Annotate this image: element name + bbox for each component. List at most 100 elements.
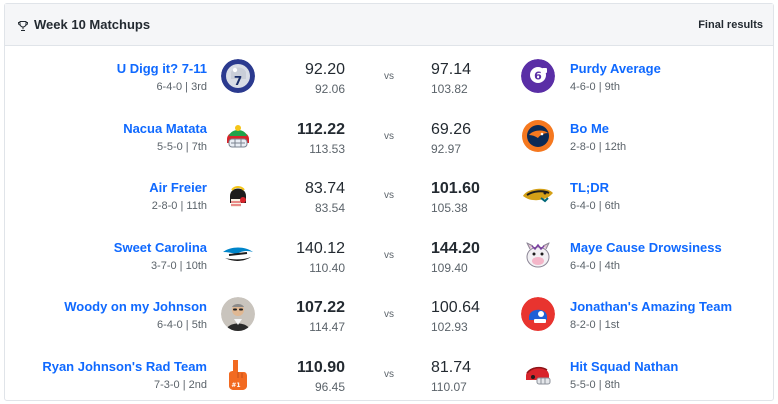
left-score: 110.90 96.45 xyxy=(297,358,345,394)
left-team-name[interactable]: Air Freier xyxy=(149,180,207,195)
svg-text:7: 7 xyxy=(234,74,242,88)
right-team-name[interactable]: Maye Cause Drowsiness xyxy=(570,239,722,255)
left-team-name[interactable]: Ryan Johnson's Rad Team xyxy=(42,358,207,374)
right-score: 101.60 105.38 xyxy=(431,179,480,215)
right-score: 69.26 92.97 xyxy=(431,120,471,156)
right-team: Maye Cause Drowsiness 6-4-0 | 4th xyxy=(570,240,722,273)
red-helmet-avatar[interactable] xyxy=(221,119,255,153)
black-helmet-avatar[interactable] xyxy=(221,178,255,212)
right-team-record: 6-4-0 | 4th xyxy=(570,259,620,272)
matchups-card: Week 10 Matchups Final results U Digg it… xyxy=(4,3,774,401)
left-team: Ryan Johnson's Rad Team 7-3-0 | 2nd xyxy=(42,359,207,392)
vs-label: vs xyxy=(384,368,394,380)
right-team-name[interactable]: TL;DR xyxy=(570,180,609,195)
left-team-name[interactable]: Woody on my Johnson xyxy=(64,299,207,314)
blue-helmet-avatar[interactable] xyxy=(521,297,555,331)
left-score: 83.74 83.54 xyxy=(305,179,345,215)
panthers-logo-avatar[interactable] xyxy=(221,238,255,272)
cartoon-animal-avatar[interactable] xyxy=(521,238,555,272)
right-score-projected: 105.38 xyxy=(431,201,468,215)
helmet-star-avatar[interactable]: 7 xyxy=(221,59,255,93)
right-team-record: 5-5-0 | 8th xyxy=(570,378,620,391)
left-team-record: 6-4-0 | 3rd xyxy=(156,81,207,93)
left-team-record: 3-7-0 | 10th xyxy=(150,259,207,272)
jaguars-logo-avatar[interactable] xyxy=(521,178,555,212)
vs-label: vs xyxy=(384,71,394,82)
right-score-projected: 110.07 xyxy=(431,379,467,394)
matchup-row[interactable]: Woody on my Johnson 6-4-0 | 5th 107.22 1… xyxy=(5,284,773,344)
matchup-row[interactable]: Ryan Johnson's Rad Team 7-3-0 | 2nd #1 1… xyxy=(5,344,773,404)
left-score: 140.12 110.40 xyxy=(296,239,345,275)
left-score-projected: 114.47 xyxy=(309,320,345,334)
right-score-projected: 102.93 xyxy=(431,320,468,334)
trophy-icon xyxy=(17,19,29,31)
matchup-list: U Digg it? 7-11 6-4-0 | 3rd 7 92.20 92.0… xyxy=(5,46,773,403)
right-score: 81.74 110.07 xyxy=(431,358,471,394)
left-score-projected: 113.53 xyxy=(309,141,345,156)
left-score: 92.20 92.06 xyxy=(305,60,345,96)
left-score-total: 140.12 xyxy=(296,239,345,257)
left-team: U Digg it? 7-11 6-4-0 | 3rd xyxy=(117,61,207,94)
left-team: Nacua Matata 5-5-0 | 7th xyxy=(123,121,207,154)
right-score: 97.14 103.82 xyxy=(431,60,471,96)
right-team: Bo Me 2-8-0 | 12th xyxy=(570,121,626,154)
right-score: 100.64 102.93 xyxy=(431,298,480,334)
right-score-total: 81.74 xyxy=(431,358,472,376)
matchups-header: Week 10 Matchups Final results xyxy=(5,4,773,46)
matchup-row[interactable]: Nacua Matata 5-5-0 | 7th 112.22 113.53 v… xyxy=(5,106,773,166)
left-team: Sweet Carolina 3-7-0 | 10th xyxy=(114,240,207,273)
left-team: Woody on my Johnson 6-4-0 | 5th xyxy=(64,299,207,332)
left-score-total: 107.22 xyxy=(296,299,345,316)
left-score: 112.22 113.53 xyxy=(297,120,345,156)
left-team-record: 2-8-0 | 11th xyxy=(151,200,207,212)
right-team-name[interactable]: Bo Me xyxy=(570,120,609,136)
left-team-record: 6-4-0 | 5th xyxy=(157,319,207,331)
left-team-record: 7-3-0 | 2nd xyxy=(153,378,207,391)
left-score-projected: 83.54 xyxy=(314,201,345,215)
left-team-record: 5-5-0 | 7th xyxy=(157,140,207,153)
left-team: Air Freier 2-8-0 | 11th xyxy=(149,180,207,213)
right-team-name[interactable]: Hit Squad Nathan xyxy=(570,358,679,374)
right-team: Purdy Average 4-6-0 | 9th xyxy=(570,61,661,94)
right-score: 144.20 109.40 xyxy=(431,239,480,275)
matchup-row[interactable]: Sweet Carolina 3-7-0 | 10th 140.12 110.4… xyxy=(5,225,773,285)
right-team: TL;DR 6-4-0 | 6th xyxy=(570,180,620,213)
right-team-record: 2-8-0 | 12th xyxy=(570,140,627,153)
vs-label: vs xyxy=(384,190,394,201)
purple-letter-avatar[interactable]: 6 xyxy=(521,59,555,93)
person-photo-avatar[interactable] xyxy=(221,297,255,331)
left-score: 107.22 114.47 xyxy=(296,298,345,334)
right-score-total: 101.60 xyxy=(431,180,480,197)
vs-label: vs xyxy=(384,309,394,320)
matchup-row[interactable]: Air Freier 2-8-0 | 11th 83.74 83.54 vs 1… xyxy=(5,165,773,225)
right-score-total: 69.26 xyxy=(431,120,472,138)
right-team: Jonathan's Amazing Team 8-2-0 | 1st xyxy=(570,299,732,332)
right-team-name[interactable]: Purdy Average xyxy=(570,61,661,76)
matchup-row[interactable]: U Digg it? 7-11 6-4-0 | 3rd 7 92.20 92.0… xyxy=(5,46,773,106)
left-score-total: 83.74 xyxy=(304,180,345,197)
vs-label: vs xyxy=(384,249,394,261)
svg-text:6: 6 xyxy=(534,70,542,83)
left-team-name[interactable]: Nacua Matata xyxy=(123,120,207,136)
right-score-total: 97.14 xyxy=(431,61,472,78)
foam-finger-avatar[interactable]: #1 xyxy=(221,357,255,391)
right-score-projected: 103.82 xyxy=(431,82,468,96)
left-score-total: 112.22 xyxy=(296,120,345,138)
right-team-record: 6-4-0 | 6th xyxy=(570,200,620,212)
right-team-record: 4-6-0 | 9th xyxy=(570,81,620,93)
red-helmet-side-avatar[interactable] xyxy=(521,357,555,391)
broncos-logo-avatar[interactable] xyxy=(521,119,555,153)
right-score-projected: 109.40 xyxy=(431,260,468,275)
right-score-projected: 92.97 xyxy=(431,141,462,156)
page-title: Week 10 Matchups xyxy=(34,17,151,32)
results-status: Final results xyxy=(698,18,763,31)
left-team-name[interactable]: U Digg it? 7-11 xyxy=(116,61,207,76)
left-team-name[interactable]: Sweet Carolina xyxy=(113,239,207,255)
right-team-name[interactable]: Jonathan's Amazing Team xyxy=(570,299,733,314)
left-score-total: 92.20 xyxy=(304,61,345,78)
left-score-projected: 92.06 xyxy=(314,82,345,96)
left-score-projected: 96.45 xyxy=(314,379,345,394)
right-score-total: 100.64 xyxy=(431,299,480,316)
left-score-projected: 110.40 xyxy=(309,260,345,275)
svg-text:#1: #1 xyxy=(231,382,240,389)
